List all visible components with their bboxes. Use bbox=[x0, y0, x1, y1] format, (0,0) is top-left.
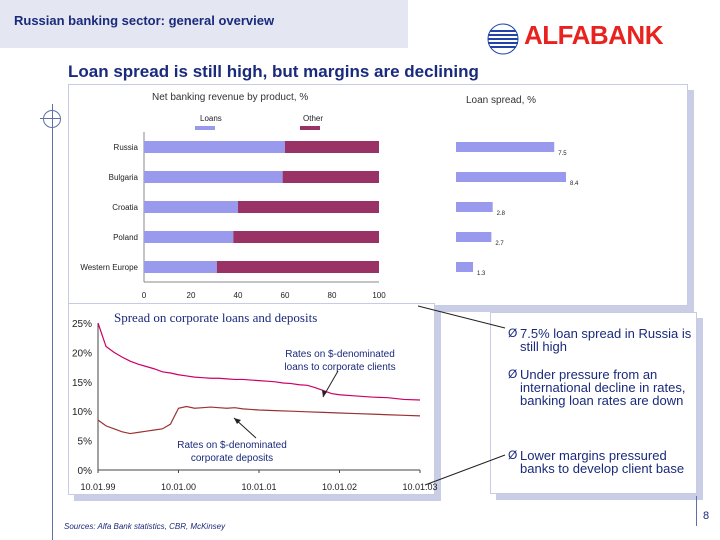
decor-vertical-line bbox=[52, 104, 53, 540]
rates-x-tick-label: 10.01.00 bbox=[161, 482, 196, 492]
revenue-bar-loans bbox=[144, 201, 238, 213]
bullet-1: Ø 7.5% loan spread in Russia is still hi… bbox=[508, 326, 698, 354]
rates-x-tick-label: 10.01.02 bbox=[322, 482, 357, 492]
revenue-category-label: Croatia bbox=[112, 203, 138, 212]
bullet-3: Ø Lower margins pressured banks to devel… bbox=[508, 448, 698, 476]
logo-text: ALFABANK bbox=[524, 20, 664, 50]
bullet-2: Ø Under pressure from an international d… bbox=[508, 367, 698, 408]
spread-bar bbox=[456, 172, 566, 182]
series-line-loans bbox=[97, 322, 421, 401]
rates-y-tick-label: 0% bbox=[78, 466, 93, 477]
bullet-text: 7.5% loan spread in Russia is still high bbox=[520, 326, 692, 354]
rates-y-tick-label: 20% bbox=[72, 348, 92, 359]
legend-swatch-other bbox=[300, 126, 320, 130]
spread-bar bbox=[456, 232, 492, 242]
rates-x-tick-label: 10.01.99 bbox=[80, 482, 115, 492]
bullet-arrow-icon: Ø bbox=[508, 367, 518, 381]
revenue-bar-other bbox=[216, 261, 379, 273]
annotation-loans: Rates on $-denominated loans to corporate… bbox=[284, 349, 395, 373]
revenue-category-label: Russia bbox=[114, 143, 139, 152]
legend-swatch-loans bbox=[195, 126, 215, 130]
alfabank-logo: ALFABANK bbox=[486, 20, 708, 62]
page-number: 8 bbox=[703, 510, 710, 522]
pointer-line-top bbox=[417, 305, 506, 329]
series-line-deposits bbox=[97, 405, 421, 435]
spread-data-label: 1.3 bbox=[477, 271, 486, 277]
revenue-x-tick-label: 60 bbox=[281, 291, 290, 300]
spread-bar bbox=[456, 202, 493, 212]
spread-data-label: 2.7 bbox=[495, 241, 504, 247]
spread-data-label: 2.8 bbox=[497, 211, 506, 217]
revenue-x-tick-label: 20 bbox=[187, 291, 196, 300]
bullet-arrow-icon: Ø bbox=[508, 448, 518, 462]
decor-page-line bbox=[696, 496, 697, 526]
rates-y-tick-label: 10% bbox=[72, 407, 92, 418]
revenue-x-tick-label: 0 bbox=[142, 291, 147, 300]
bullet-box bbox=[490, 312, 697, 494]
header-title: Russian banking sector: general overview bbox=[14, 13, 275, 28]
spread-bar bbox=[456, 142, 555, 152]
annotation-arrowhead-loans bbox=[322, 390, 327, 397]
revenue-bar-loans bbox=[144, 261, 217, 273]
header-band bbox=[0, 0, 408, 48]
revenue-category-label: Bulgaria bbox=[109, 173, 139, 182]
annotation-deposits: Rates on $-denominated corporate deposits bbox=[177, 440, 287, 464]
revenue-chart-title: Net banking revenue by product, % bbox=[152, 92, 309, 103]
bullet-text: Under pressure from an international dec… bbox=[520, 367, 686, 408]
rates-x-tick-label: 10.01.01 bbox=[241, 482, 276, 492]
annotation-arrowhead-deposits bbox=[234, 418, 241, 424]
revenue-bar-loans bbox=[144, 141, 285, 153]
rates-x-tick-label: 10.01.03 bbox=[402, 482, 437, 492]
rates-panel bbox=[68, 303, 435, 495]
top-charts-svg: Russia Bulgaria Croatia Poland Western Europ… bbox=[80, 132, 579, 300]
rates-y-tick-label: 5% bbox=[78, 437, 93, 448]
revenue-bar-loans bbox=[144, 231, 234, 243]
bullet-arrow-icon: Ø bbox=[508, 326, 518, 340]
pointer-line-bottom bbox=[424, 454, 506, 486]
spread-bar bbox=[456, 262, 474, 272]
revenue-bar-other bbox=[285, 141, 379, 153]
revenue-category-label: Western Europe bbox=[80, 263, 138, 272]
rates-y-tick-label: 15% bbox=[72, 378, 92, 389]
revenue-x-tick-label: 100 bbox=[372, 291, 386, 300]
revenue-x-tick-label: 40 bbox=[234, 291, 243, 300]
revenue-bar-other bbox=[282, 171, 379, 183]
spread-data-label: 8.4 bbox=[570, 181, 579, 187]
decor-circle bbox=[43, 110, 61, 128]
spread-data-label: 7.5 bbox=[558, 151, 567, 157]
slide-subtitle: Loan spread is still high, but margins a… bbox=[68, 62, 479, 81]
sources-note: Sources: Alfa Bank statistics, CBR, McKi… bbox=[64, 522, 226, 531]
revenue-x-tick-label: 80 bbox=[328, 291, 337, 300]
globe-logo-icon bbox=[487, 23, 519, 55]
legend-label-other: Other bbox=[303, 114, 324, 123]
rates-y-tick-label: 25% bbox=[72, 319, 92, 330]
legend-label-loans: Loans bbox=[200, 114, 222, 123]
revenue-bar-other bbox=[238, 201, 379, 213]
rates-chart-title: Spread on corporate loans and deposits bbox=[114, 310, 318, 325]
revenue-bar-other bbox=[233, 231, 379, 243]
revenue-bar-loans bbox=[144, 171, 283, 183]
spread-chart-title: Loan spread, % bbox=[466, 95, 537, 106]
revenue-category-label: Poland bbox=[113, 233, 138, 242]
bullet-text: Lower margins pressured banks to develop… bbox=[520, 448, 685, 476]
